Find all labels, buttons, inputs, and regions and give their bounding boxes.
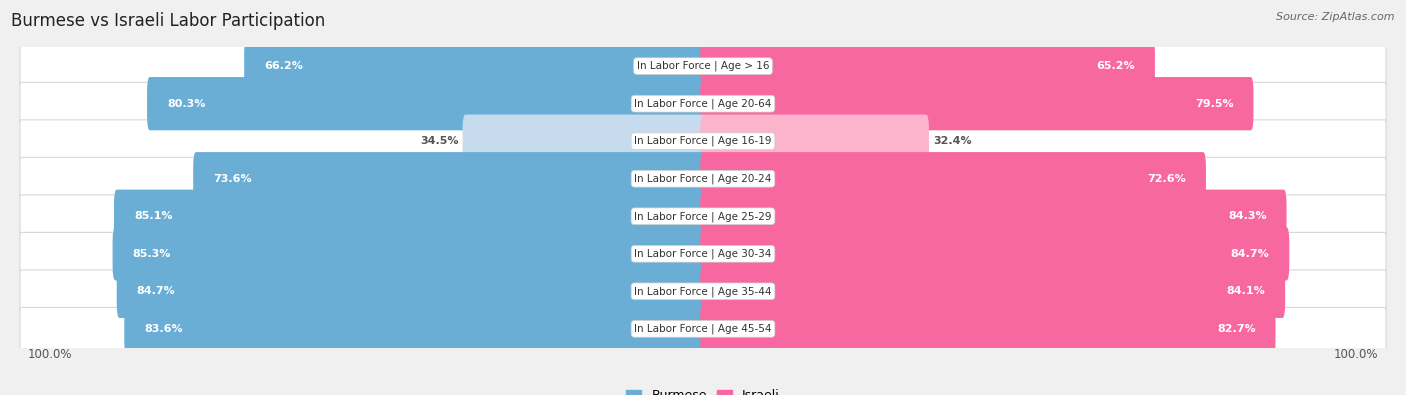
FancyBboxPatch shape bbox=[20, 45, 1386, 88]
FancyBboxPatch shape bbox=[20, 120, 1386, 163]
FancyBboxPatch shape bbox=[124, 302, 706, 356]
Text: In Labor Force | Age 35-44: In Labor Force | Age 35-44 bbox=[634, 286, 772, 297]
FancyBboxPatch shape bbox=[20, 270, 1386, 313]
FancyBboxPatch shape bbox=[20, 82, 1386, 125]
Text: 84.7%: 84.7% bbox=[1230, 249, 1270, 259]
Text: 84.1%: 84.1% bbox=[1226, 286, 1265, 296]
FancyBboxPatch shape bbox=[117, 265, 706, 318]
FancyBboxPatch shape bbox=[700, 77, 1254, 130]
Text: In Labor Force | Age 30-34: In Labor Force | Age 30-34 bbox=[634, 248, 772, 259]
Text: 100.0%: 100.0% bbox=[1334, 348, 1378, 361]
Text: 73.6%: 73.6% bbox=[214, 174, 252, 184]
Text: In Labor Force | Age 25-29: In Labor Force | Age 25-29 bbox=[634, 211, 772, 222]
Text: 72.6%: 72.6% bbox=[1147, 174, 1185, 184]
Text: 66.2%: 66.2% bbox=[264, 61, 304, 71]
FancyBboxPatch shape bbox=[148, 77, 706, 130]
Text: In Labor Force | Age 16-19: In Labor Force | Age 16-19 bbox=[634, 136, 772, 147]
FancyBboxPatch shape bbox=[700, 227, 1289, 280]
Text: Source: ZipAtlas.com: Source: ZipAtlas.com bbox=[1277, 12, 1395, 22]
FancyBboxPatch shape bbox=[193, 152, 706, 205]
Text: 80.3%: 80.3% bbox=[167, 99, 205, 109]
FancyBboxPatch shape bbox=[700, 115, 929, 168]
Text: In Labor Force | Age > 16: In Labor Force | Age > 16 bbox=[637, 61, 769, 71]
Text: 83.6%: 83.6% bbox=[145, 324, 183, 334]
FancyBboxPatch shape bbox=[700, 152, 1206, 205]
FancyBboxPatch shape bbox=[20, 195, 1386, 238]
FancyBboxPatch shape bbox=[20, 157, 1386, 200]
FancyBboxPatch shape bbox=[20, 232, 1386, 275]
Text: 85.3%: 85.3% bbox=[132, 249, 172, 259]
FancyBboxPatch shape bbox=[700, 302, 1275, 356]
Text: 85.1%: 85.1% bbox=[134, 211, 173, 221]
FancyBboxPatch shape bbox=[700, 40, 1154, 93]
FancyBboxPatch shape bbox=[700, 190, 1286, 243]
Legend: Burmese, Israeli: Burmese, Israeli bbox=[621, 384, 785, 395]
Text: 65.2%: 65.2% bbox=[1097, 61, 1135, 71]
Text: 84.3%: 84.3% bbox=[1227, 211, 1267, 221]
Text: 79.5%: 79.5% bbox=[1195, 99, 1233, 109]
FancyBboxPatch shape bbox=[463, 115, 706, 168]
Text: Burmese vs Israeli Labor Participation: Burmese vs Israeli Labor Participation bbox=[11, 12, 326, 30]
FancyBboxPatch shape bbox=[112, 227, 706, 280]
Text: In Labor Force | Age 45-54: In Labor Force | Age 45-54 bbox=[634, 324, 772, 334]
FancyBboxPatch shape bbox=[245, 40, 706, 93]
Text: In Labor Force | Age 20-64: In Labor Force | Age 20-64 bbox=[634, 98, 772, 109]
Text: 84.7%: 84.7% bbox=[136, 286, 176, 296]
Text: 100.0%: 100.0% bbox=[28, 348, 72, 361]
FancyBboxPatch shape bbox=[114, 190, 706, 243]
Text: In Labor Force | Age 20-24: In Labor Force | Age 20-24 bbox=[634, 173, 772, 184]
Text: 32.4%: 32.4% bbox=[934, 136, 972, 146]
FancyBboxPatch shape bbox=[700, 265, 1285, 318]
FancyBboxPatch shape bbox=[20, 307, 1386, 350]
Text: 34.5%: 34.5% bbox=[420, 136, 458, 146]
Text: 82.7%: 82.7% bbox=[1218, 324, 1256, 334]
